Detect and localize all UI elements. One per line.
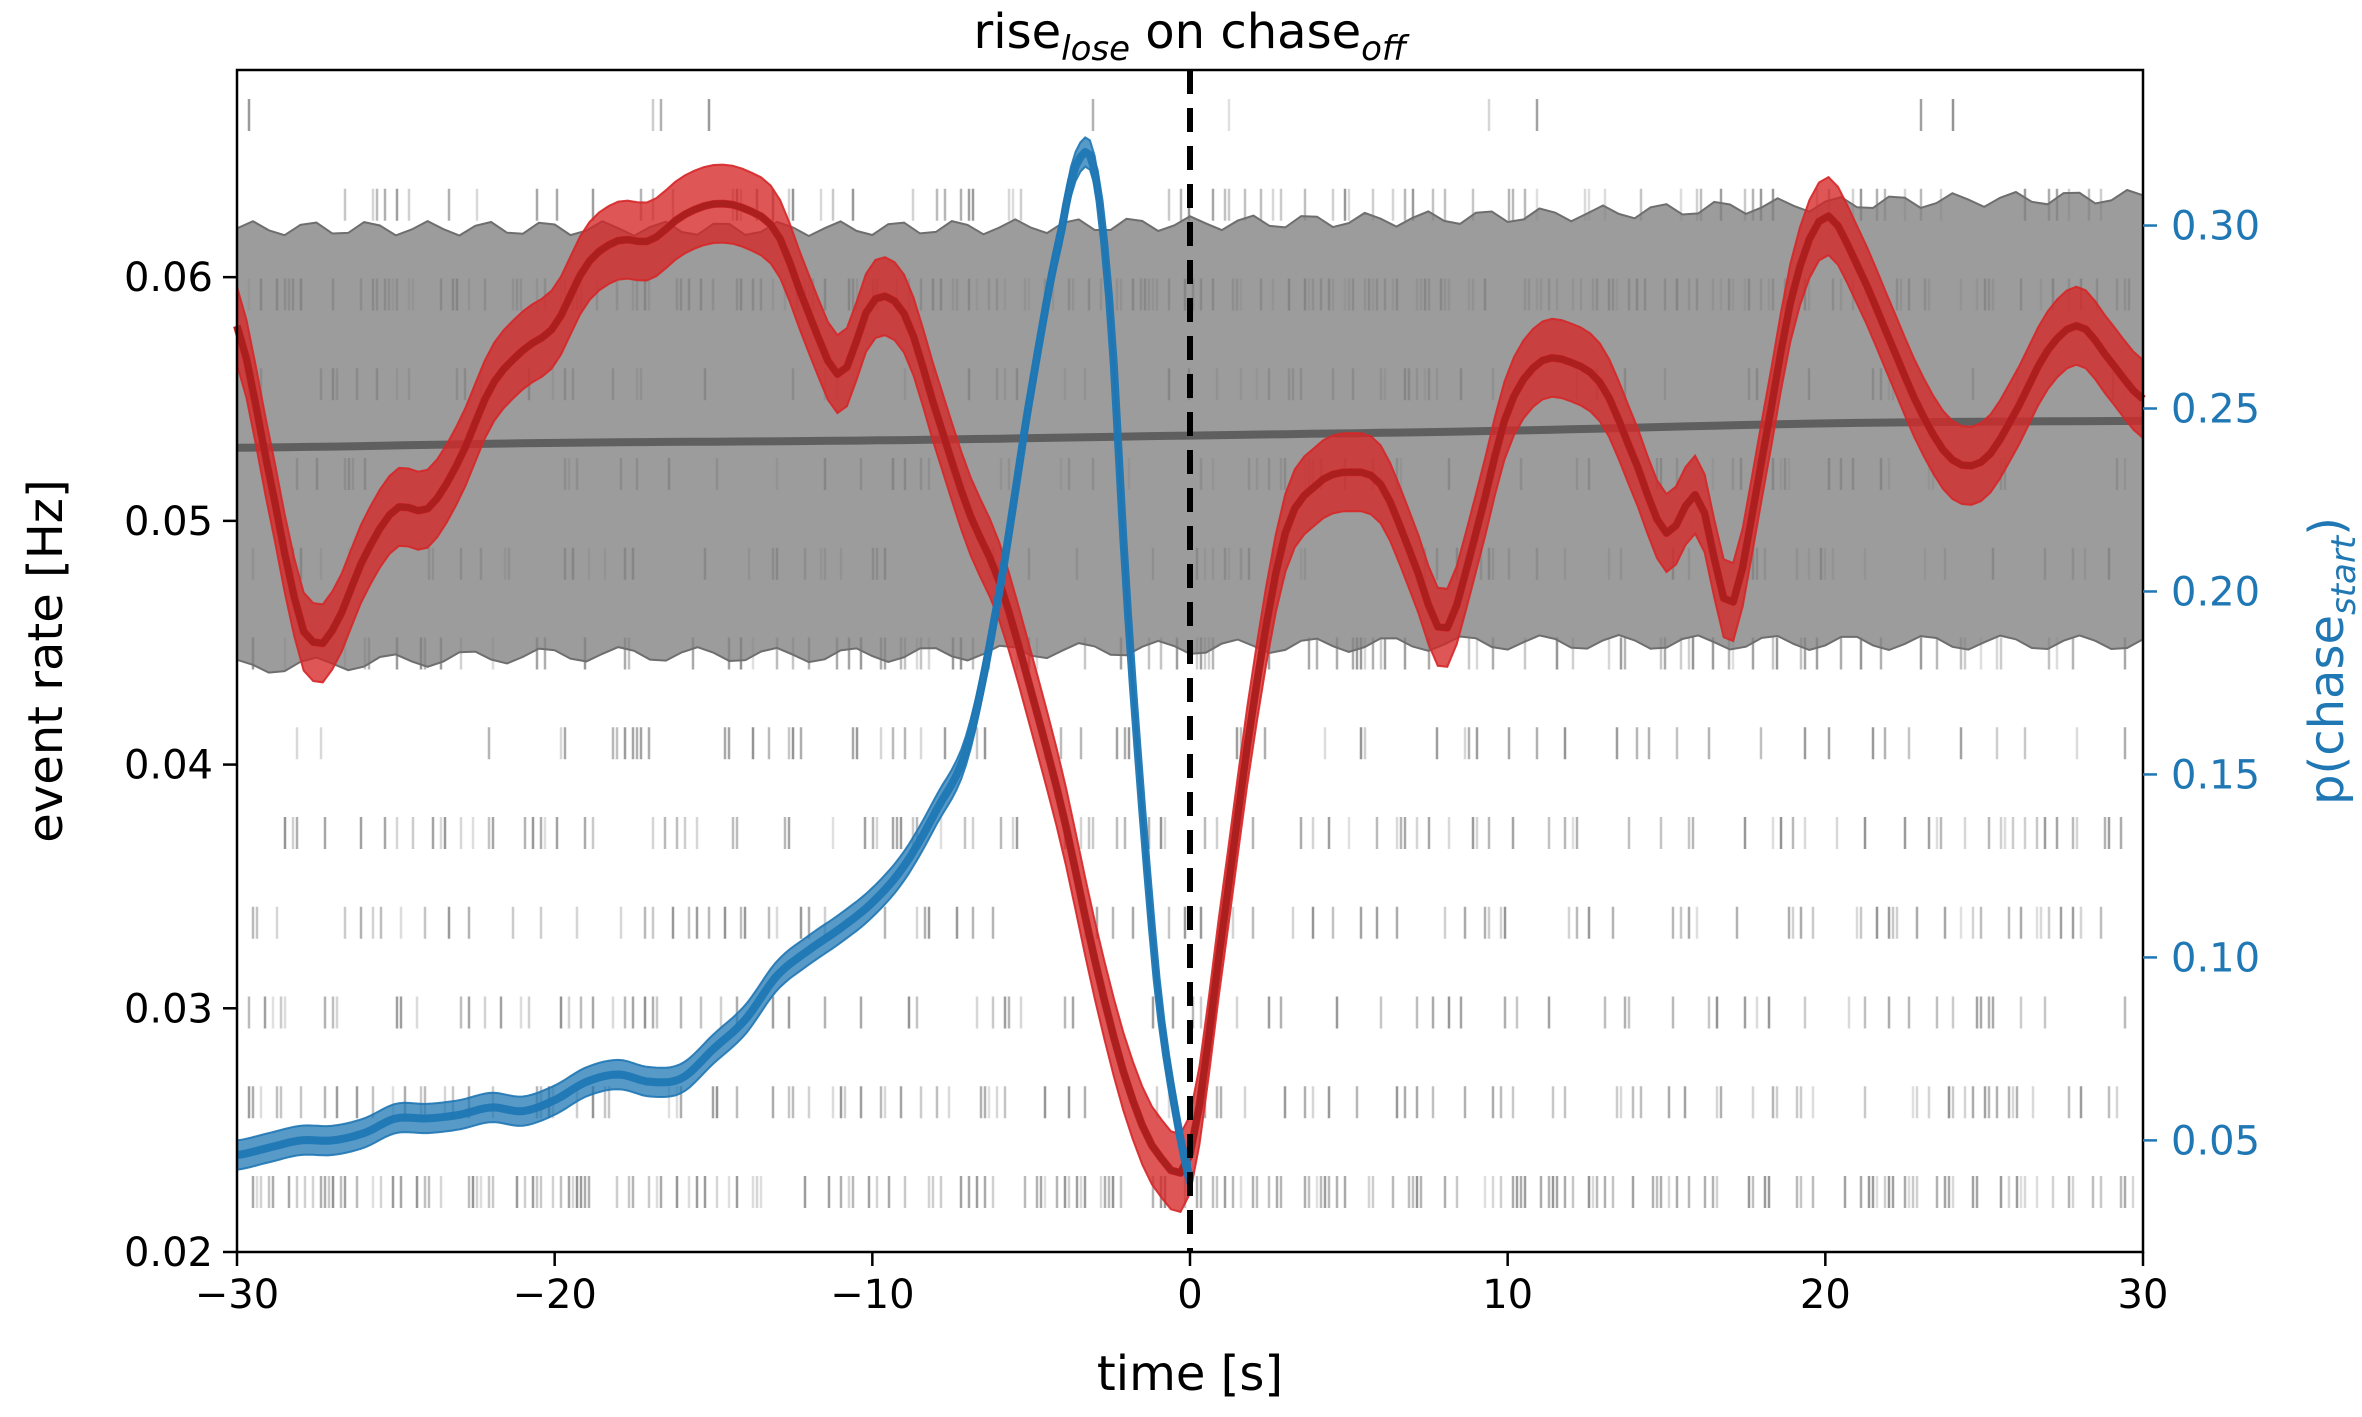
y-left-tick-label: 0.06 [124,255,213,301]
y-right-tick-label: 0.30 [2171,204,2260,250]
x-tick-label: 20 [1800,1272,1851,1318]
y-axis-right-label: p(chasestart) [2299,517,2362,805]
y-axis-left-label: event rate [Hz] [18,479,74,842]
right-label-sub: start [2324,534,2362,615]
probability-line [236,148,1194,1179]
title-part1: rise [974,4,1062,60]
y-axis-left: 0.02 0.03 0.04 0.05 0.06 [124,255,237,1276]
right-label-base: p(chase [2299,615,2355,805]
x-tick-label: −10 [830,1272,914,1318]
x-tick-label: −30 [195,1272,279,1318]
x-axis: −30 −20 −10 0 10 20 30 [195,1252,2169,1318]
title-part2: on chase [1130,4,1361,60]
y-right-tick-label: 0.20 [2171,569,2260,615]
x-tick-label: 0 [1177,1272,1202,1318]
y-left-tick-label: 0.02 [124,1230,213,1276]
y-left-tick-label: 0.03 [124,986,213,1032]
right-label-close: ) [2299,517,2355,536]
y-left-tick-label: 0.05 [124,499,213,545]
y-right-tick-label: 0.05 [2171,1118,2260,1164]
x-tick-label: 10 [1482,1272,1533,1318]
title-part1-sub: lose [1061,29,1130,69]
title-part2-sub: off [1361,29,1410,69]
y-left-tick-label: 0.04 [124,743,213,789]
y-right-tick-label: 0.15 [2171,752,2260,798]
x-tick-label: 30 [2118,1272,2169,1318]
y-axis-right: 0.05 0.10 0.15 0.20 0.25 0.30 [2143,204,2260,1164]
x-tick-label: −20 [512,1272,596,1318]
y-right-tick-label: 0.25 [2171,386,2260,432]
x-axis-label: time [s] [1097,1346,1283,1402]
y-right-tick-label: 0.10 [2171,935,2260,981]
chart-title: riselose on chaseoff [974,4,1410,69]
